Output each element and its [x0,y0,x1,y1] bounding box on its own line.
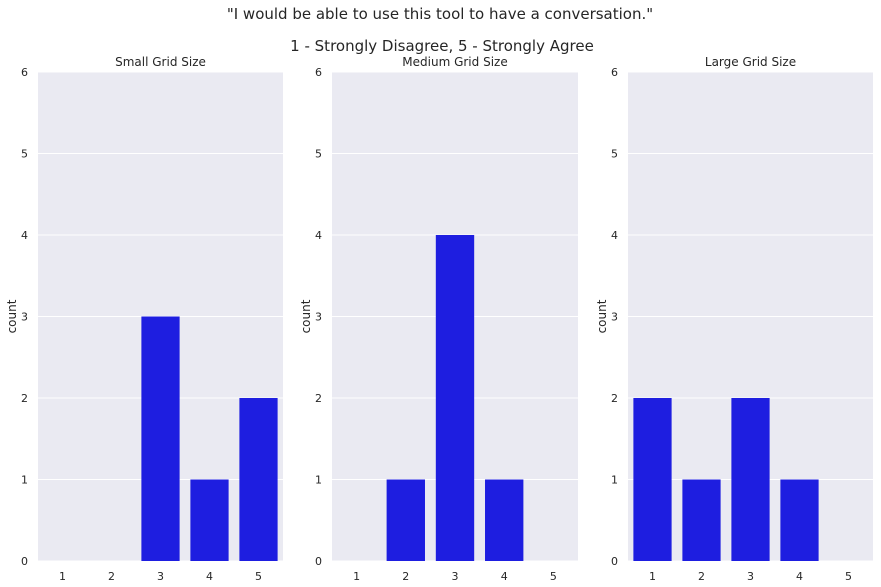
bar [141,316,180,561]
subplot-title: Small Grid Size [115,55,206,69]
x-tick-label: 5 [255,570,262,583]
x-tick-label: 5 [550,570,557,583]
y-tick-label: 0 [611,555,618,568]
x-tick-label: 4 [206,570,213,583]
bar [239,398,278,561]
bar [633,398,672,561]
y-tick-label: 1 [315,474,322,487]
x-tick-label: 2 [698,570,705,583]
bar [731,398,770,561]
y-axis-label: count [299,299,313,333]
y-tick-label: 6 [611,66,618,79]
panel-2: 0 1 2 3 4 5 6 1 2 3 4 5 Medium Grid Size count [299,55,578,583]
bar [682,479,721,561]
y-tick-label: 3 [315,311,322,324]
chart-panels: 0 1 2 3 4 5 6 1 2 3 4 5 Small Grid Size count 0 1 2 3 4 5 6 1… [5,55,873,583]
x-tick-label: 3 [747,570,754,583]
y-tick-label: 6 [21,66,28,79]
y-tick-label: 3 [21,311,28,324]
y-tick-label: 2 [21,392,28,405]
y-tick-label: 4 [21,229,28,242]
x-tick-label: 1 [353,570,360,583]
x-tick-label: 4 [796,570,803,583]
y-tick-label: 1 [611,474,618,487]
y-tick-label: 0 [315,555,322,568]
x-tick-label: 2 [402,570,409,583]
y-tick-label: 3 [611,311,618,324]
bar [190,479,229,561]
x-tick-label: 2 [108,570,115,583]
y-tick-label: 0 [21,555,28,568]
y-axis-label: count [5,299,19,333]
y-tick-label: 5 [611,148,618,161]
figure-title: "I would be able to use this tool to hav… [227,5,653,23]
x-tick-label: 1 [59,570,66,583]
subplot-title: Large Grid Size [705,55,796,69]
bar [435,235,475,561]
y-tick-label: 1 [21,474,28,487]
y-tick-label: 6 [315,66,322,79]
panel-1: 0 1 2 3 4 5 6 1 2 3 4 5 Small Grid Size count [5,55,283,583]
bar [386,479,425,561]
y-tick-label: 4 [611,229,618,242]
y-tick-label: 4 [315,229,322,242]
y-tick-label: 5 [21,148,28,161]
y-tick-label: 2 [611,392,618,405]
bar [485,479,524,561]
y-tick-label: 5 [315,148,322,161]
figure-subtitle: 1 - Strongly Disagree, 5 - Strongly Agre… [290,37,594,55]
x-tick-label: 5 [845,570,852,583]
y-axis-label: count [595,299,609,333]
x-tick-label: 1 [649,570,656,583]
x-tick-label: 3 [452,570,459,583]
x-tick-label: 3 [157,570,164,583]
panel-3: 0 1 2 3 4 5 6 1 2 3 4 5 Large Grid Size count [595,55,873,583]
y-tick-label: 2 [315,392,322,405]
subplot-title: Medium Grid Size [402,55,507,69]
bar [780,479,819,561]
x-tick-label: 4 [501,570,508,583]
